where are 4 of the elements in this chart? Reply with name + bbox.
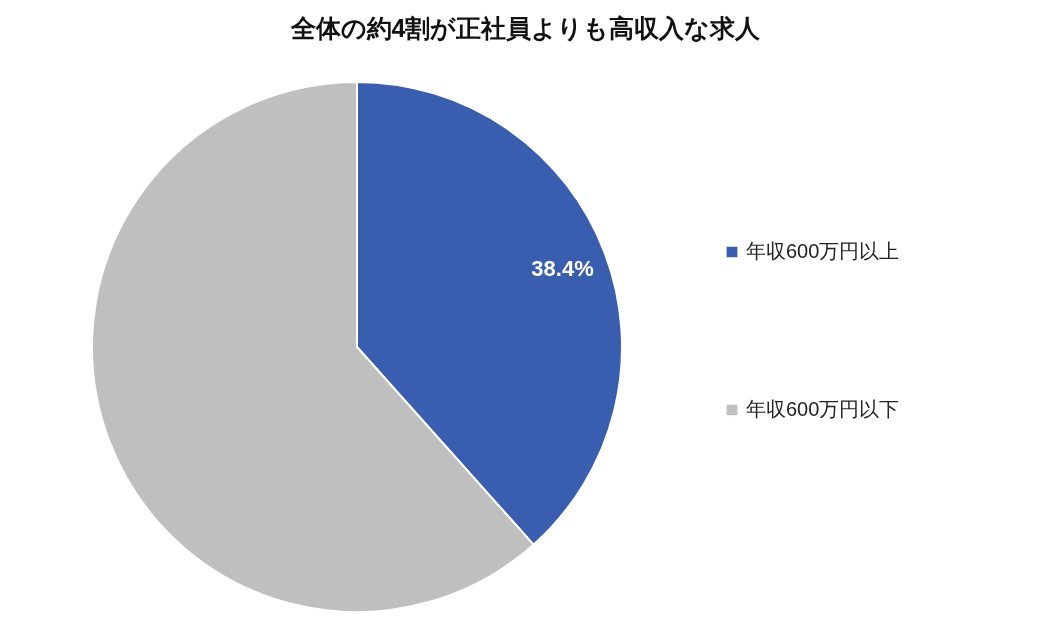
legend-label: 年収600万円以下 (746, 398, 900, 420)
chart-title: 全体の約4割が正社員よりも高収入な求人 (289, 14, 762, 42)
data-label: 38.4% (531, 255, 594, 281)
legend-label: 年収600万円以上 (746, 240, 900, 262)
